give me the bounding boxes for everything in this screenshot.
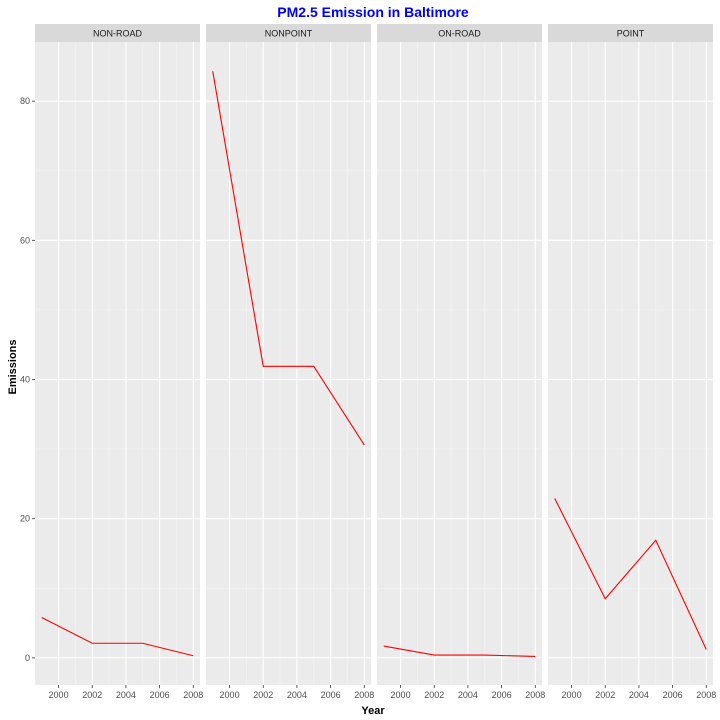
facet-panels: NON-ROAD 2000 2002 2004 2006 2008 NONPOINT 2000… (35, 24, 716, 700)
x-tick-label: 2006 (492, 690, 512, 700)
x-tick-label: 2006 (321, 690, 341, 700)
facet-strip (35, 24, 200, 42)
facet-strip (548, 24, 713, 42)
series-line-nonpoint (212, 71, 365, 446)
x-tick-label: 2000 (562, 690, 582, 700)
y-axis: 0 20 40 60 80 (20, 96, 35, 663)
panel-background (377, 42, 542, 685)
facet-strip-label: NONPOINT (265, 29, 313, 39)
y-tick-label: 80 (20, 96, 30, 106)
panel-on-road: ON-ROAD 2000 2002 2004 2006 2008 (377, 24, 545, 700)
x-tick-label: 2006 (150, 690, 170, 700)
panel-non-road: NON-ROAD 2000 2002 2004 2006 2008 (35, 24, 203, 700)
x-tick-label: 2000 (220, 690, 240, 700)
x-axis-title: Year (361, 705, 385, 717)
x-tick-label: 2002 (82, 690, 102, 700)
x-tick-label: 2008 (183, 690, 203, 700)
x-tick-label: 2002 (595, 690, 615, 700)
facet-strip-label: ON-ROAD (438, 29, 481, 39)
y-tick-label: 20 (20, 514, 30, 524)
panel-point: POINT 2000 2002 2004 2006 2008 (548, 24, 716, 700)
facet-strip-label: POINT (617, 29, 645, 39)
y-tick-label: 60 (20, 235, 30, 245)
x-tick-label: 2004 (287, 690, 307, 700)
y-axis-title: Emissions (7, 339, 19, 394)
x-tick-label: 2006 (663, 690, 683, 700)
chart-title: PM2.5 Emission in Baltimore (277, 4, 469, 20)
panel-background (548, 42, 713, 685)
y-tick-label: 0 (25, 653, 30, 663)
series-line-non-road (41, 617, 194, 657)
x-tick-label: 2008 (525, 690, 545, 700)
panel-nonpoint: NONPOINT 2000 2002 2004 2006 2008 (206, 24, 374, 700)
x-tick-label: 2002 (424, 690, 444, 700)
panel-background (206, 42, 371, 685)
x-tick-label: 2000 (49, 690, 69, 700)
panel-background (35, 42, 200, 685)
facet-strip-label: NON-ROAD (93, 29, 142, 39)
x-tick-label: 2004 (116, 690, 136, 700)
x-tick-label: 2000 (391, 690, 411, 700)
x-tick-label: 2004 (629, 690, 649, 700)
facet-strip (206, 24, 371, 42)
facet-strip (377, 24, 542, 42)
x-tick-label: 2002 (253, 690, 273, 700)
series-line-on-road (383, 645, 536, 658)
y-tick-label: 40 (20, 375, 30, 385)
x-tick-label: 2004 (458, 690, 478, 700)
series-line-point (554, 498, 707, 650)
x-tick-label: 2008 (696, 690, 716, 700)
x-tick-label: 2008 (354, 690, 374, 700)
